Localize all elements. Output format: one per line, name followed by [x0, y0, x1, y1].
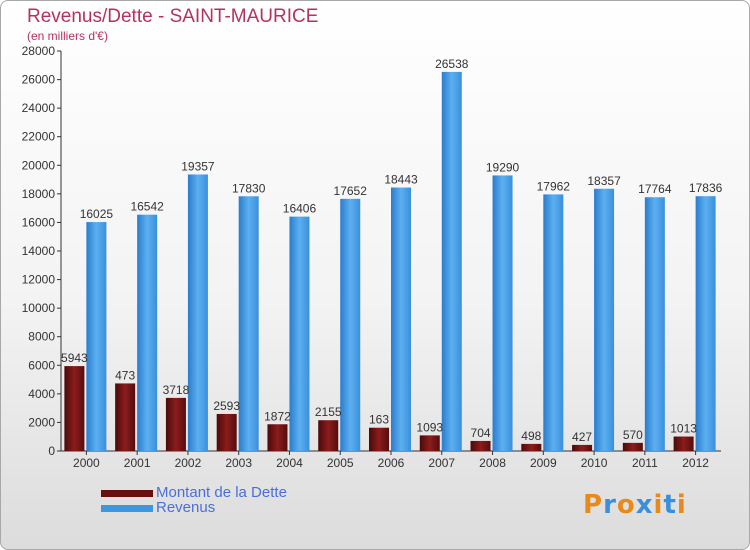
y-tick-label: 10000 [22, 301, 56, 315]
logo-letter: i [653, 490, 664, 520]
y-tick-label: 12000 [22, 273, 56, 287]
data-label-revenus: 18443 [384, 173, 418, 187]
logo-letter: i [676, 490, 687, 520]
chart-subtitle: (en milliers d'€) [27, 29, 108, 43]
bar-debt [64, 366, 85, 451]
data-label-revenus: 26538 [435, 57, 469, 71]
legend-label-debt: Montant de la Dette [156, 484, 287, 501]
x-tick-label: 2002 [175, 456, 202, 470]
data-label-debt: 704 [471, 426, 491, 440]
logo-letter: o [616, 490, 636, 520]
y-tick-label: 0 [48, 444, 55, 458]
x-tick-label: 2004 [276, 456, 303, 470]
legend-label-revenus: Revenus [156, 499, 216, 516]
bar-revenus [543, 194, 564, 451]
bar-revenus [238, 196, 259, 451]
bar-debt [115, 383, 136, 451]
y-tick-label: 8000 [28, 330, 55, 344]
data-label-revenus: 19290 [486, 160, 520, 174]
bars [64, 71, 716, 451]
x-tick-label: 2001 [124, 456, 151, 470]
logo-letter: x [635, 490, 654, 520]
data-label-debt: 1013 [670, 422, 697, 436]
logo-letter: r [603, 490, 617, 520]
bar-revenus [86, 222, 107, 451]
x-tick-label: 2005 [327, 456, 354, 470]
bar-revenus [289, 216, 310, 451]
y-tick-label: 16000 [22, 215, 56, 229]
data-label-debt: 2593 [213, 399, 240, 413]
x-tick-label: 2009 [530, 456, 557, 470]
logo-letter: P [583, 490, 604, 520]
legend-swatch-revenus [101, 505, 153, 512]
data-label-debt: 163 [369, 413, 389, 427]
y-tick-label: 24000 [22, 101, 56, 115]
bar-debt [369, 427, 389, 451]
bar-debt [521, 443, 542, 451]
bar-revenus [695, 196, 716, 451]
data-label-revenus: 17830 [232, 181, 266, 195]
x-tick-label: 2010 [581, 456, 608, 470]
data-label-revenus: 17962 [537, 179, 571, 193]
y-tick-label: 22000 [22, 130, 56, 144]
y-tick-label: 6000 [28, 358, 55, 372]
x-tick-label: 2000 [73, 456, 100, 470]
data-label-debt: 1093 [416, 420, 443, 434]
data-label-revenus: 19357 [181, 159, 215, 173]
x-tick-label: 2012 [682, 456, 709, 470]
data-label-revenus: 16542 [130, 200, 164, 214]
bar-debt [470, 440, 491, 451]
data-label-revenus: 17836 [689, 181, 723, 195]
bar-revenus [441, 71, 462, 451]
bar-revenus [340, 198, 361, 451]
bar-revenus [391, 187, 411, 451]
bar-revenus [492, 175, 513, 451]
bar-revenus [187, 174, 208, 451]
y-tick-label: 4000 [28, 387, 55, 401]
data-labels: 5943 16025 473 16542 3718 19357 2593 17830 1872 1… [61, 57, 723, 444]
data-label-debt: 5943 [61, 351, 88, 365]
data-label-revenus: 16025 [80, 207, 114, 221]
proxiti-logo: Proxiti [583, 490, 687, 520]
x-tick-label: 2006 [378, 456, 405, 470]
data-label-revenus: 17764 [638, 182, 672, 196]
data-label-revenus: 16406 [283, 202, 317, 216]
data-label-debt: 570 [623, 428, 643, 442]
y-tick-label: 18000 [22, 187, 56, 201]
y-tick-label: 14000 [22, 244, 56, 258]
x-tick-label: 2011 [632, 456, 658, 470]
data-label-revenus: 18357 [587, 174, 621, 188]
bar-revenus [137, 214, 158, 451]
bar-debt [673, 436, 694, 451]
chart-title: Revenus/Dette - SAINT-MAURICE [27, 6, 319, 27]
y-tick-label: 2000 [28, 415, 55, 429]
bar-debt [419, 435, 440, 451]
bar-revenus [594, 188, 615, 451]
bar-debt [318, 420, 339, 451]
data-label-debt: 1872 [264, 409, 291, 423]
logo-letter: t [663, 490, 677, 520]
y-tick-label: 26000 [22, 73, 56, 87]
legend-swatch-debt [101, 490, 153, 497]
bar-debt [267, 424, 288, 451]
bar-revenus [644, 197, 665, 451]
data-label-debt: 427 [572, 430, 592, 444]
x-tick-label: 2003 [225, 456, 252, 470]
x-tick-label: 2008 [479, 456, 506, 470]
y-tick-label: 20000 [22, 158, 56, 172]
data-label-debt: 498 [521, 429, 541, 443]
data-label-revenus: 17652 [334, 184, 368, 198]
data-label-debt: 2155 [315, 405, 342, 419]
bar-debt [165, 397, 186, 451]
y-tick-label: 28000 [22, 44, 56, 58]
x-tick-label: 2007 [428, 456, 455, 470]
bar-debt [572, 444, 593, 451]
bar-debt [216, 413, 237, 451]
data-label-debt: 473 [115, 368, 135, 382]
data-label-debt: 3718 [163, 383, 190, 397]
bar-debt [622, 442, 643, 451]
